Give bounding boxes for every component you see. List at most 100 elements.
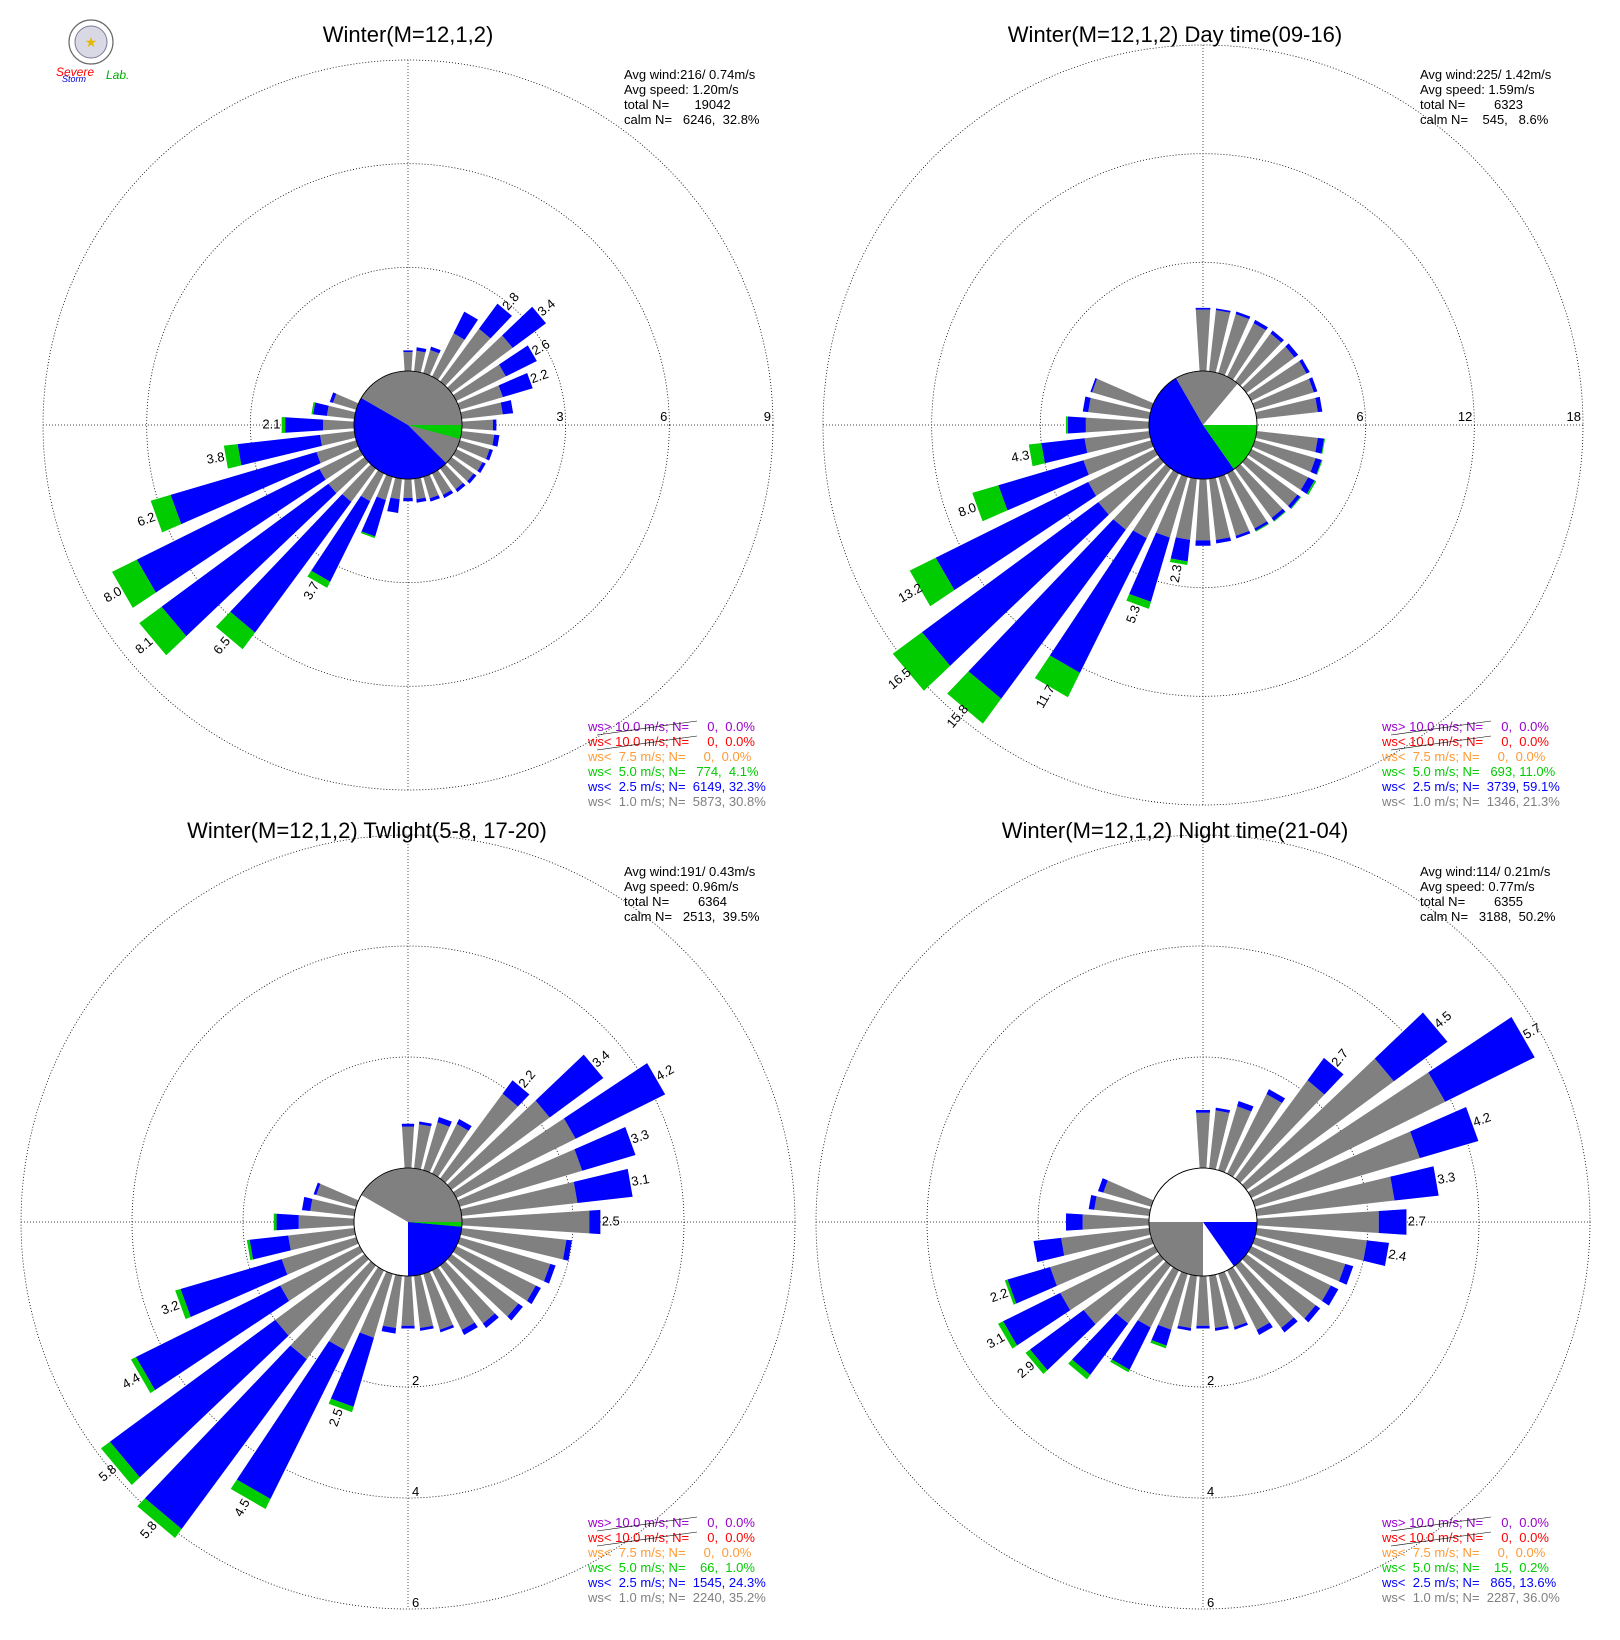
bar-segment-lt1 <box>1082 1214 1150 1230</box>
bar-segment-lt2-5 <box>330 1332 374 1407</box>
bar-segment-lt1 <box>423 349 440 376</box>
bar-value-label: 3.3 <box>1436 1169 1456 1187</box>
bar-segment-lt1 <box>390 477 402 500</box>
bar-segment-lt2-5 <box>1300 477 1315 494</box>
bar-segment-lt2-5 <box>543 1263 556 1284</box>
bar-segment-lt5 <box>328 1398 354 1413</box>
bar-segment-lt2-5 <box>1390 1166 1439 1201</box>
panel-title: Winter(M=12,1,2) Night time(21-04) <box>1002 818 1349 843</box>
bar-segment-lt1 <box>1247 361 1307 401</box>
bar-segment-lt1 <box>281 1237 359 1275</box>
stat-calm-n: calm N= 2513, 39.5% <box>624 909 760 924</box>
bar-segment-lt2-5 <box>1003 1292 1071 1346</box>
bar-segment-lt1 <box>323 419 355 431</box>
bar-value-label: 3.2 <box>159 1297 181 1317</box>
bar-value-label: 2.7 <box>1408 1213 1426 1228</box>
bar-segment-lt2-5 <box>968 519 1126 699</box>
bar-segment-lt1 <box>1255 1228 1367 1261</box>
bar-segment-lt1 <box>414 350 426 373</box>
bar-segment-lt1 <box>1252 378 1314 410</box>
bar-segment-lt2-5 <box>313 1182 321 1196</box>
bar-segment-lt1 <box>1247 1246 1331 1302</box>
bar-segment-lt1 <box>432 1266 475 1331</box>
bar-value-label: 2.2 <box>528 366 550 386</box>
calm-pie-slice <box>1149 378 1234 479</box>
bar-segment-lt1 <box>414 1124 432 1170</box>
bar-segment-lt1 <box>1209 1274 1229 1329</box>
bar-segment-lt2-5 <box>1321 1285 1339 1306</box>
bar-segment-lt5 <box>1034 655 1080 698</box>
bar-segment-lt1 <box>1196 1275 1210 1326</box>
bar-value-label: 3.8 <box>205 449 225 467</box>
bar-segment-lt1 <box>447 1100 550 1190</box>
bar-segment-lt2-5 <box>535 1054 604 1118</box>
bar-segment-lt1 <box>1158 1271 1188 1330</box>
bar-value-label: 3.3 <box>629 1126 651 1146</box>
bar-segment-lt2-5 <box>329 392 337 403</box>
bar-segment-lt5 <box>1306 480 1317 495</box>
bar-segment-lt2-5 <box>1177 1325 1192 1331</box>
bar-segment-lt1 <box>1227 323 1266 381</box>
legend-ws-lt-7-5: ws< 7.5 m/s; N= 0, 0.0% <box>587 1545 752 1560</box>
bar-segment-lt1 <box>1255 1176 1395 1216</box>
bar-segment-lt2-5 <box>492 434 500 447</box>
bar-segment-lt2-5 <box>403 350 413 353</box>
bar-segment-lt1 <box>1098 457 1164 515</box>
bar-segment-lt2-5 <box>1315 396 1323 413</box>
bar-segment-lt2-5 <box>492 419 497 431</box>
ring-label: 9 <box>764 409 771 424</box>
bar-segment-lt2-5 <box>416 497 427 503</box>
bar-segment-lt1 <box>1083 440 1154 475</box>
bar-segment-lt2-5 <box>136 468 326 593</box>
bar-segment-lt1 <box>1235 1261 1294 1329</box>
calm-pie-slice <box>408 1222 462 1276</box>
bar-segment-lt2-5 <box>401 1325 415 1329</box>
calm-pie-slice <box>1176 371 1238 425</box>
bar-segment-lt2-5 <box>1111 1320 1151 1370</box>
legend-ws-lt-10: ws< 10.0 m/s; N= 0, 0.0% <box>587 1530 755 1545</box>
bar-segment-lt1 <box>1088 397 1151 419</box>
legend-strike-line <box>596 720 698 736</box>
bar-segment-lt1 <box>461 1210 590 1234</box>
calm-pie-slice <box>353 398 447 480</box>
speed-legend: ws> 10.0 m/s; N= 0, 0.0% ws< 10.0 m/s; N… <box>1381 1515 1560 1605</box>
ring-label: 6 <box>660 409 667 424</box>
bar-segment-lt2-5 <box>498 372 533 398</box>
bar-segment-lt2-5 <box>387 497 400 514</box>
bar-segment-lt2-5 <box>361 496 386 537</box>
stat-avg-speed: Avg speed: 1.59m/s <box>1420 82 1535 97</box>
bar-segment-lt1 <box>1177 1274 1197 1329</box>
bar-segment-lt5 <box>1290 496 1302 510</box>
calm-outline <box>353 1167 463 1277</box>
bar-segment-lt1 <box>316 440 359 464</box>
bar-segment-lt1 <box>460 402 503 419</box>
bar-segment-lt1 <box>1227 469 1267 529</box>
bar-segment-lt2-5 <box>1253 319 1268 331</box>
windrose-panel-nighttime: Winter(M=12,1,2) Night time(21-04) Avg w… <box>815 818 1591 1610</box>
bar-segment-lt2-5 <box>1285 343 1299 358</box>
bar-segment-lt1 <box>461 419 493 431</box>
bar-segment-lt5 <box>112 559 156 608</box>
ring-label: 6 <box>1207 1595 1214 1610</box>
stats-box: Avg wind:114/ 0.21m/s Avg speed: 0.77m/s… <box>1420 864 1556 924</box>
logo-text-lab: Lab. <box>106 68 129 82</box>
windrose-panel-daytime: Winter(M=12,1,2) Day time(09-16) Avg win… <box>822 22 1584 809</box>
bar-segment-lt5 <box>130 1357 156 1394</box>
bar-segment-lt2-5 <box>1007 1267 1057 1304</box>
windrose-plot: 6 12 182.35.311.715.816.513.28.04.3 <box>822 44 1584 806</box>
bar-segment-lt5 <box>1169 558 1188 566</box>
legend-strike-line <box>596 1531 698 1547</box>
bar-segment-lt1 <box>319 449 364 480</box>
bar-segment-lt5 <box>273 1213 277 1231</box>
ring-label: 6 <box>412 1595 419 1610</box>
bar-segment-lt5 <box>909 557 955 607</box>
bar-segment-lt2-5 <box>1378 1209 1407 1235</box>
logo-star-icon: ★ <box>85 34 98 50</box>
bar-segment-lt1 <box>1050 1237 1154 1286</box>
bar-segment-lt5 <box>1273 511 1286 522</box>
bar-segment-lt5 <box>311 402 316 415</box>
bar-segment-lt2-5 <box>442 490 454 499</box>
bar-segment-lt2-5 <box>401 1123 415 1127</box>
